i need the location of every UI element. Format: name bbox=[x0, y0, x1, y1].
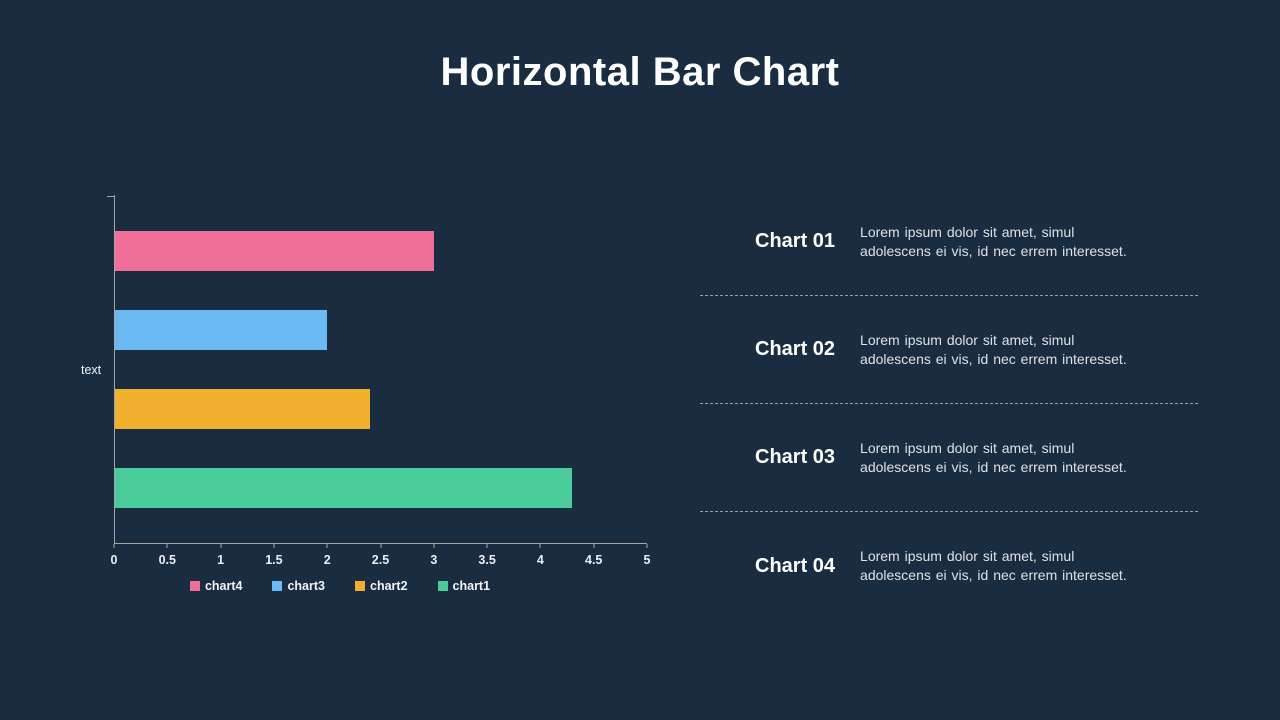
panel-row-title: Chart 01 bbox=[755, 230, 836, 252]
y-axis-line bbox=[114, 195, 115, 543]
legend-swatch-chart1 bbox=[437, 581, 448, 591]
bar-chart1 bbox=[115, 467, 572, 508]
x-tick-mark bbox=[539, 544, 541, 548]
x-tick-label: 2.5 bbox=[371, 553, 390, 567]
x-tick-mark bbox=[646, 544, 648, 548]
bar-series bbox=[115, 195, 646, 543]
panel-row-chart-01: Chart 01 Lorem ipsum dolor sit amet, sim… bbox=[700, 188, 1198, 296]
chart-legend: chart4 chart3 chart2 chart1 bbox=[115, 579, 565, 593]
x-tick-label: 0.5 bbox=[158, 553, 176, 567]
bar-row-chart2 bbox=[115, 388, 646, 429]
info-panel: Chart 01 Lorem ipsum dolor sit amet, sim… bbox=[700, 188, 1198, 620]
legend-label: chart3 bbox=[287, 579, 325, 593]
panel-row-chart-04: Chart 04 Lorem ipsum dolor sit amet, sim… bbox=[700, 512, 1198, 620]
legend-swatch-chart2 bbox=[355, 581, 365, 591]
x-tick-label: 1 bbox=[217, 553, 225, 567]
legend-label: chart4 bbox=[204, 579, 243, 593]
bar-chart4 bbox=[115, 230, 434, 271]
x-tick-mark bbox=[273, 544, 275, 548]
x-tick-label: 1.5 bbox=[265, 553, 283, 567]
panel-row-body: Lorem ipsum dolor sit amet, simul adoles… bbox=[860, 439, 1127, 475]
y-axis-label: text bbox=[81, 363, 102, 377]
x-tick-mark bbox=[220, 544, 222, 548]
panel-row-chart-02: Chart 02 Lorem ipsum dolor sit amet, sim… bbox=[700, 296, 1198, 404]
x-tick-mark bbox=[486, 544, 488, 548]
panel-row-title: Chart 02 bbox=[755, 338, 836, 360]
x-tick-label: 2 bbox=[323, 553, 331, 567]
y-axis-top-tick bbox=[107, 196, 115, 197]
x-axis: 0 0.5 1 1.5 2 2.5 3 3.5 4 4.5 5 bbox=[110, 544, 650, 576]
panel-row-title: Chart 03 bbox=[755, 446, 836, 468]
panel-row-body: Lorem ipsum dolor sit amet, simul adoles… bbox=[860, 331, 1127, 367]
x-tick-mark bbox=[113, 544, 115, 548]
panel-row-chart-03: Chart 03 Lorem ipsum dolor sit amet, sim… bbox=[700, 404, 1198, 512]
legend-item-chart2: chart2 bbox=[355, 579, 408, 593]
bar-chart3 bbox=[115, 309, 328, 350]
legend-swatch-chart3 bbox=[272, 581, 283, 591]
legend-item-chart4: chart4 bbox=[189, 579, 243, 593]
x-tick-label: 5 bbox=[643, 553, 651, 567]
x-tick-label: 3 bbox=[430, 553, 438, 567]
legend-label: chart1 bbox=[452, 579, 491, 593]
x-tick-mark bbox=[433, 544, 435, 548]
bar-chart2 bbox=[115, 388, 370, 429]
x-tick-mark bbox=[593, 544, 595, 548]
legend-item-chart1: chart1 bbox=[437, 579, 491, 593]
x-tick-label: 4.5 bbox=[584, 553, 603, 567]
panel-row-title: Chart 04 bbox=[755, 554, 836, 577]
x-tick-mark bbox=[166, 544, 168, 548]
bar-row-chart1 bbox=[115, 467, 646, 508]
legend-swatch-chart4 bbox=[189, 581, 200, 591]
x-tick-mark bbox=[326, 544, 328, 548]
page-title: Horizontal Bar Chart bbox=[440, 50, 840, 94]
x-tick-label: 0 bbox=[110, 553, 118, 567]
panel-row-body: Lorem ipsum dolor sit amet, simul adoles… bbox=[860, 223, 1127, 259]
legend-item-chart3: chart3 bbox=[272, 579, 325, 593]
x-tick-label: 3.5 bbox=[478, 553, 496, 567]
x-tick-mark bbox=[380, 544, 381, 548]
legend-label: chart2 bbox=[370, 579, 408, 593]
x-tick-label: 4 bbox=[536, 553, 544, 567]
bar-row-chart4 bbox=[115, 230, 646, 271]
x-axis-line bbox=[114, 543, 647, 544]
panel-row-body: Lorem ipsum dolor sit amet, simul adoles… bbox=[860, 548, 1127, 583]
bar-row-chart3 bbox=[115, 309, 646, 350]
